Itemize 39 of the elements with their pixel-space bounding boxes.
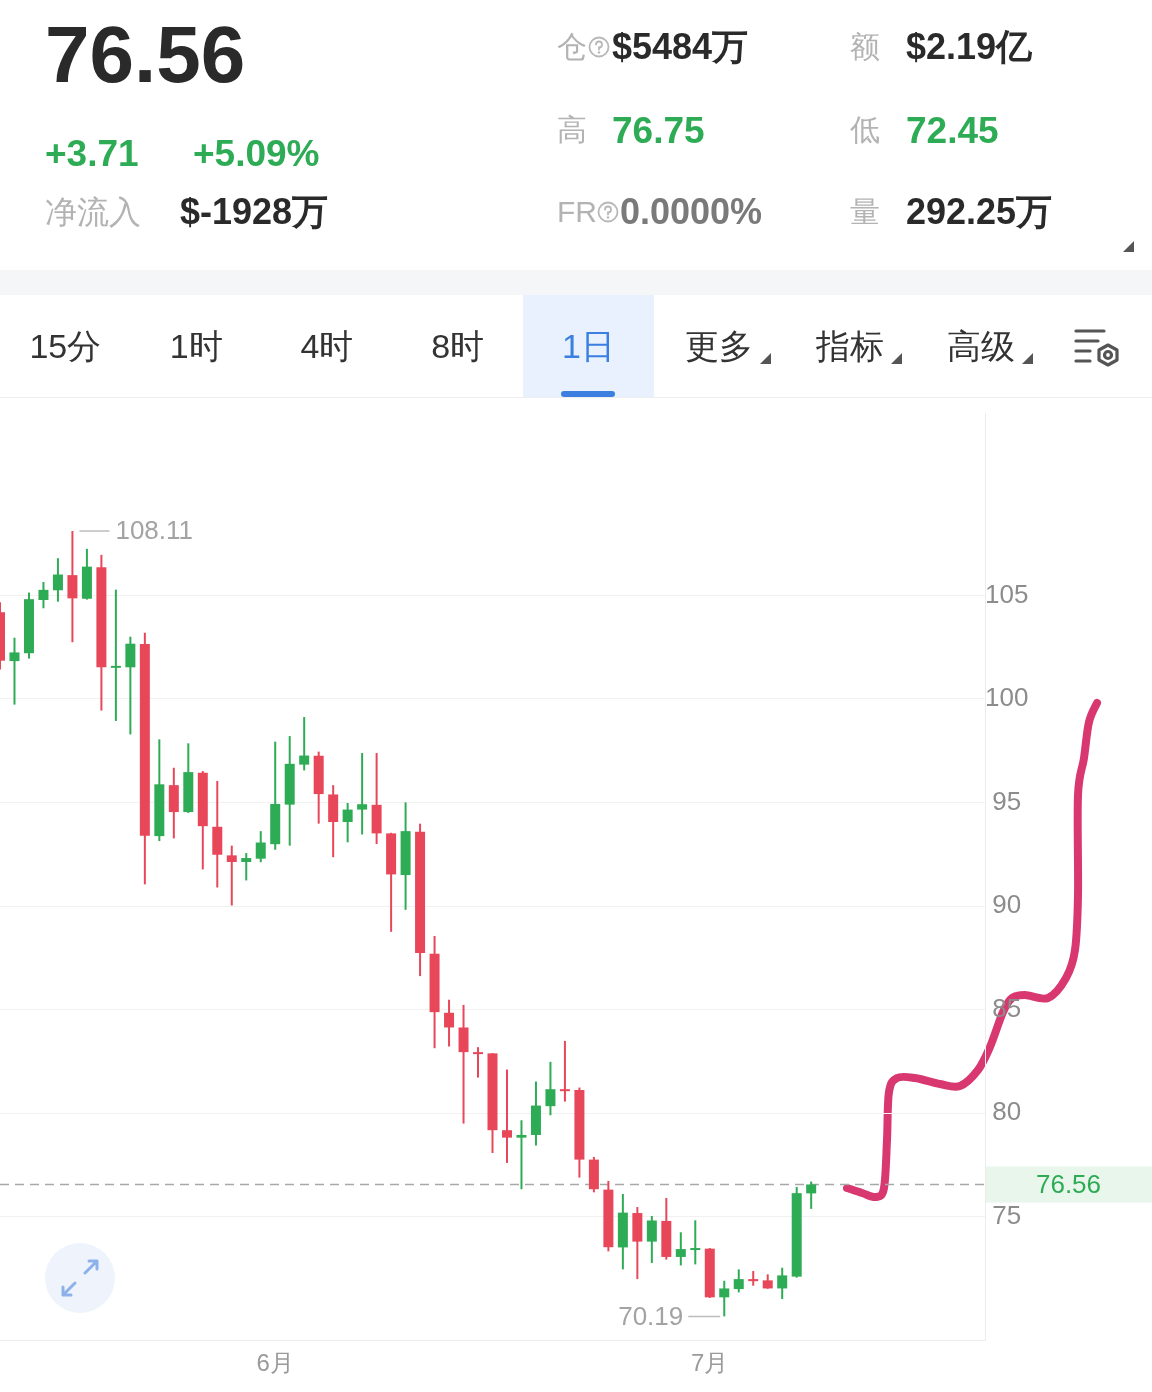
text: 更多 xyxy=(685,327,754,365)
text: 76.56 xyxy=(45,10,246,99)
text: 1时 xyxy=(169,327,223,365)
candlestick xyxy=(473,1047,484,1078)
text: 低 xyxy=(850,113,880,146)
text: +5.09% xyxy=(193,132,320,174)
candlestick xyxy=(559,1040,570,1102)
text: 量 xyxy=(850,195,880,228)
text: $2.19亿 xyxy=(906,26,1033,67)
y-tick-label: 75 xyxy=(992,1199,1022,1230)
text: FR xyxy=(557,195,597,228)
candlestick xyxy=(501,1069,512,1163)
text: 仓 xyxy=(557,30,587,63)
text: 1日 xyxy=(561,327,615,365)
text: 指标 xyxy=(815,327,884,365)
text: 76.75 xyxy=(612,109,705,151)
annotation: 108.11 xyxy=(115,515,194,546)
text: 15分 xyxy=(29,327,102,365)
text: 净流入 xyxy=(45,194,141,230)
text: 额 xyxy=(850,30,880,63)
text: $-1928万 xyxy=(180,191,329,232)
candlestick xyxy=(110,589,121,721)
text: 292.25万 xyxy=(906,191,1053,232)
text: 4时 xyxy=(300,327,354,365)
x-tick-label: 6月 xyxy=(256,1349,294,1377)
candlestick xyxy=(516,1120,527,1190)
candlestick xyxy=(748,1271,759,1286)
annotation: 70.19 xyxy=(618,1300,684,1331)
y-tick-label: 105 xyxy=(984,578,1029,609)
x-tick-label: 7月 xyxy=(691,1349,729,1377)
text: 72.45 xyxy=(906,109,999,151)
text: 8时 xyxy=(431,327,485,365)
text: 0.0000% xyxy=(620,191,763,232)
text: $5484万 xyxy=(612,26,749,67)
text: 高级 xyxy=(946,327,1015,365)
text: +3.71 xyxy=(45,132,139,174)
text: 高 xyxy=(557,113,587,146)
candlestick xyxy=(357,753,368,835)
candlestick xyxy=(690,1220,701,1265)
